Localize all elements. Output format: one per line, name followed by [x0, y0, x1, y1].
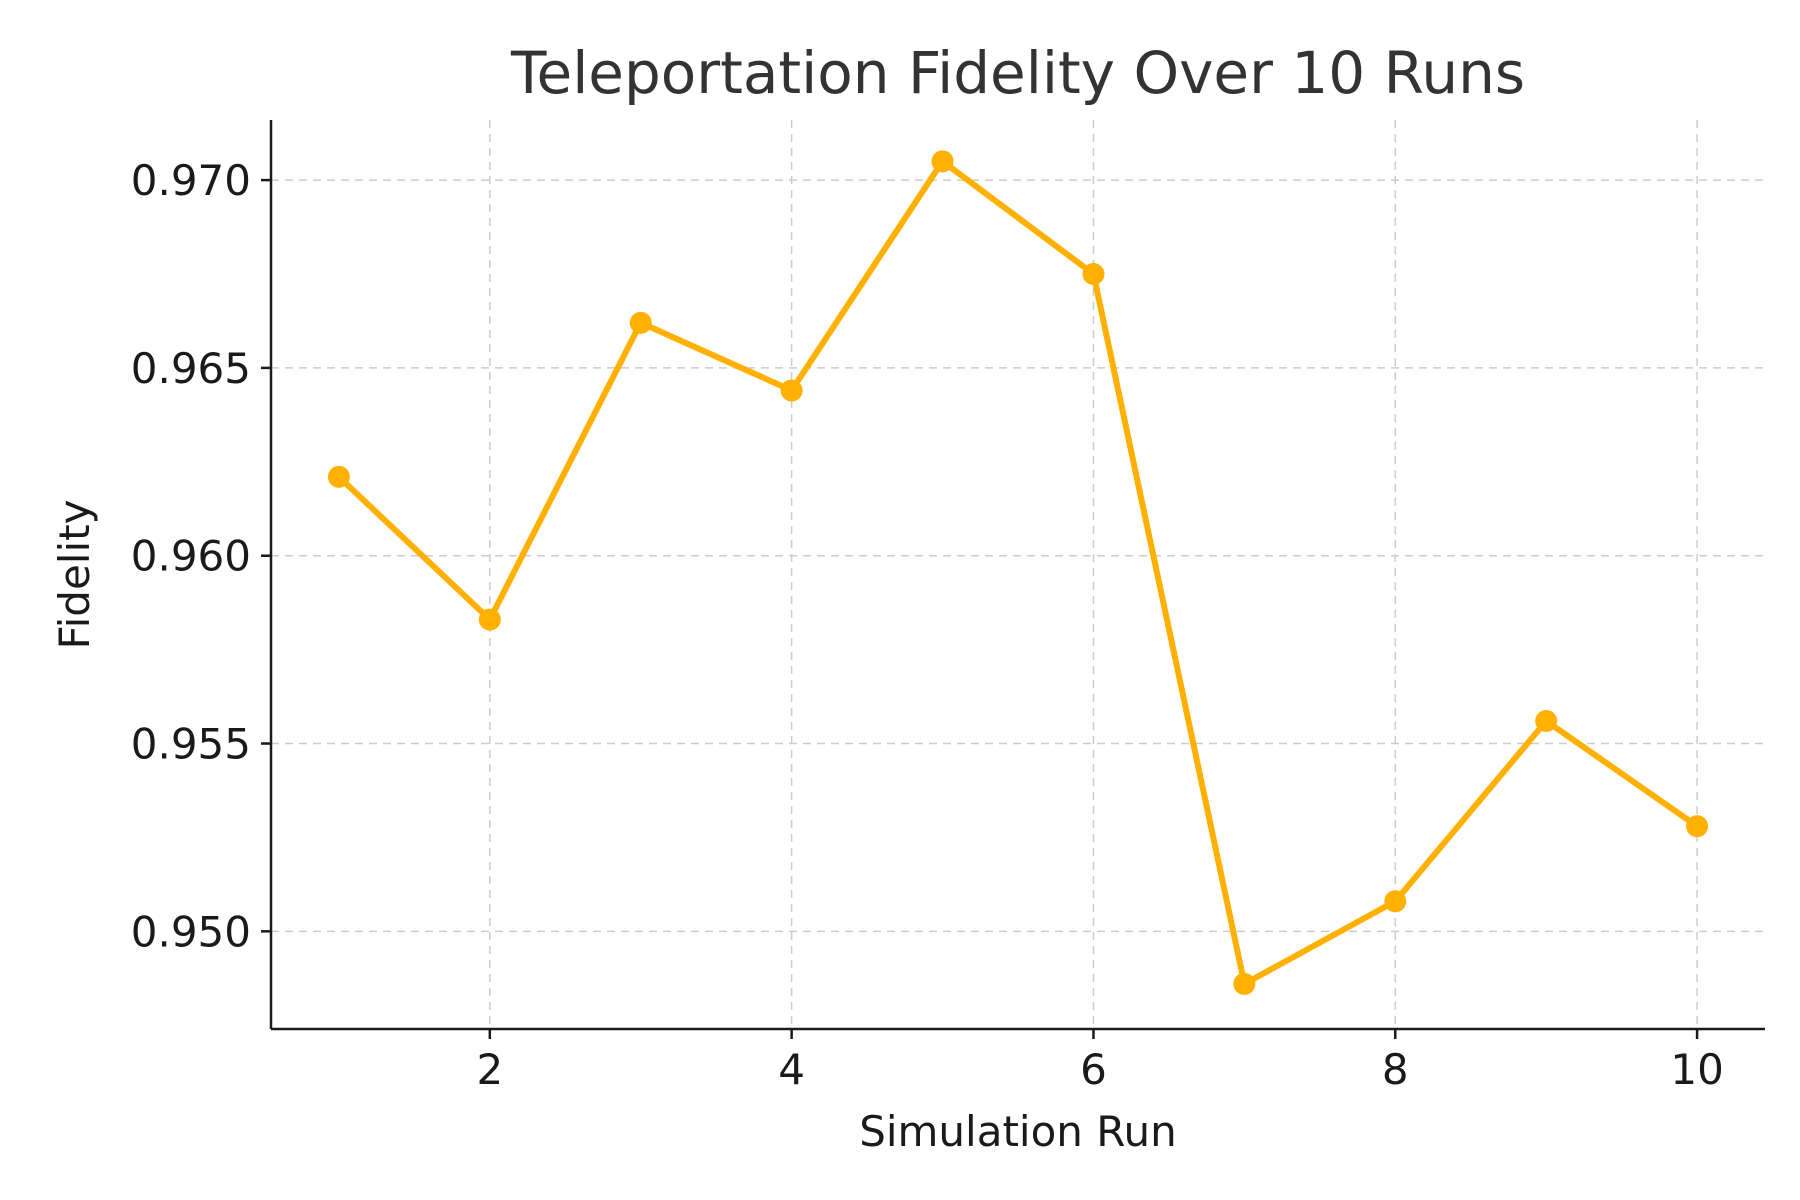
y-tick-label: 0.960	[131, 532, 251, 581]
x-tick-label: 6	[1080, 1045, 1107, 1094]
y-tick-label: 0.950	[131, 907, 251, 956]
data-point	[1384, 890, 1407, 913]
y-tick-label: 0.965	[131, 344, 251, 393]
series	[327, 150, 1709, 995]
y-tick-label: 0.955	[131, 720, 251, 769]
series-line	[335, 158, 1701, 987]
x-tick-label: 4	[778, 1045, 805, 1094]
x-tick-label: 2	[476, 1045, 503, 1094]
y-tick-label: 0.970	[131, 156, 251, 205]
x-axis-label: Simulation Run	[859, 1107, 1177, 1156]
data-point	[629, 311, 652, 334]
ticks: 2 4 6 8 10 0.950 0.955 0.960 0.965 0.970	[131, 156, 1724, 1094]
data-point	[327, 465, 350, 488]
data-point	[1686, 815, 1709, 838]
x-tick-label: 8	[1382, 1045, 1409, 1094]
data-point	[931, 150, 954, 173]
data-point	[1535, 709, 1558, 732]
data-point	[1082, 263, 1105, 286]
data-point	[478, 608, 501, 631]
x-tick-label: 10	[1670, 1045, 1723, 1094]
y-axis-label: Fidelity	[50, 500, 99, 650]
data-point	[1233, 972, 1256, 995]
data-point	[780, 379, 803, 402]
axes	[269, 120, 1765, 1031]
chart-title: Teleportation Fidelity Over 10 Runs	[510, 39, 1525, 107]
grid	[271, 120, 1765, 1029]
